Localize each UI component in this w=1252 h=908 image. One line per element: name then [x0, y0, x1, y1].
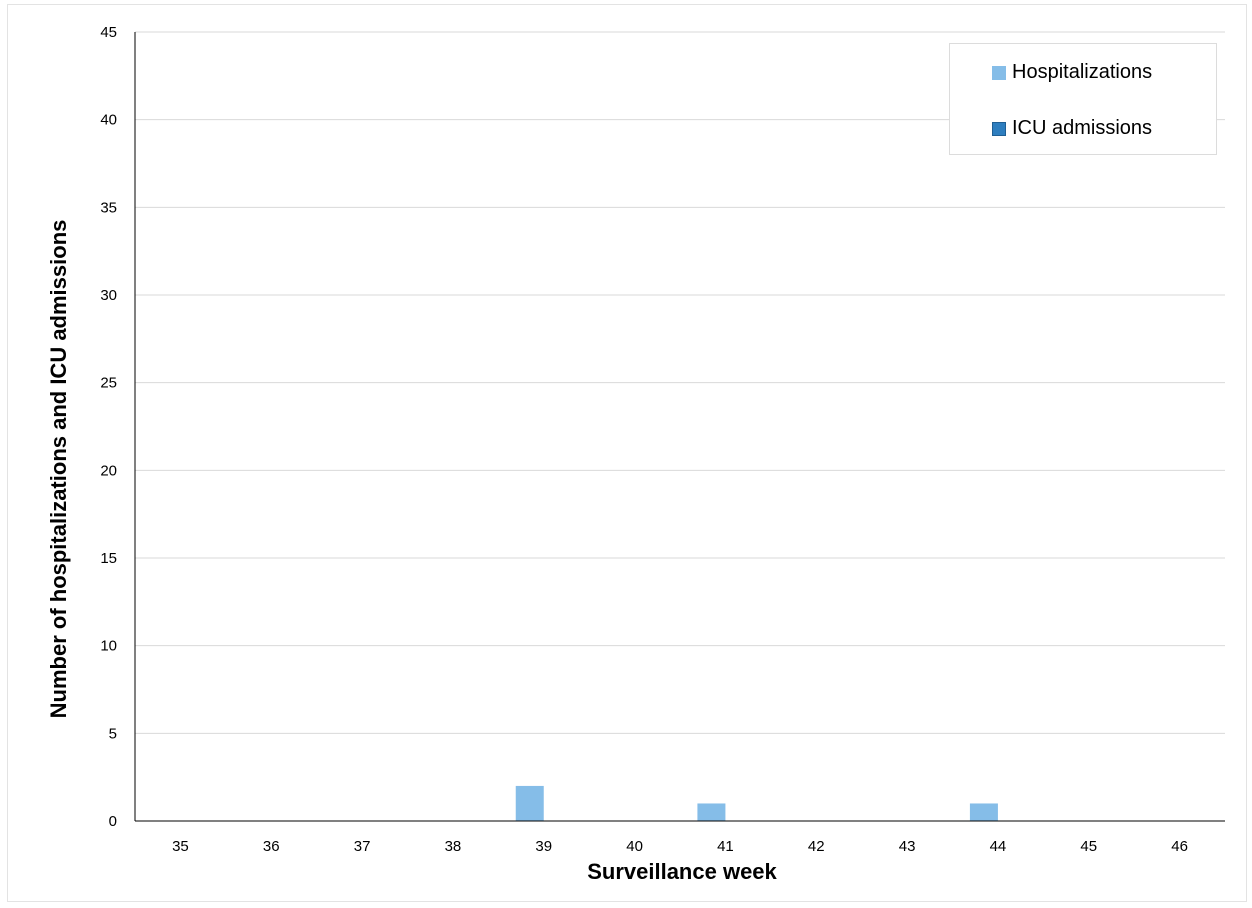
x-tick-label: 43 — [899, 838, 916, 855]
y-tick-labels: 0 5 10 15 20 25 30 35 40 45 — [100, 24, 117, 830]
x-tick-label: 40 — [626, 838, 643, 855]
chart-frame — [7, 4, 1247, 902]
bar-hospitalizations — [515, 785, 544, 821]
y-tick-label: 15 — [100, 550, 117, 567]
bar-hospitalizations — [969, 803, 998, 821]
legend-swatch-icu-admissions — [992, 121, 1006, 136]
y-tick-label: 45 — [100, 24, 117, 41]
legend: Hospitalizations ICU admissions — [949, 43, 1217, 155]
x-tick-label: 41 — [717, 838, 734, 855]
x-tick-label: 35 — [172, 838, 189, 855]
y-tick-label: 0 — [109, 813, 117, 830]
x-axis-title: Surveillance week — [587, 859, 777, 884]
y-tick-label: 35 — [100, 199, 117, 216]
legend-label-hospitalizations: Hospitalizations — [1012, 61, 1153, 83]
y-tick-label: 20 — [100, 462, 117, 479]
x-tick-label: 37 — [354, 838, 371, 855]
x-tick-label: 38 — [445, 838, 462, 855]
y-axis-title: Number of hospitalizations and ICU admis… — [46, 220, 71, 719]
y-tick-label: 5 — [109, 725, 117, 742]
x-tick-label: 39 — [535, 838, 552, 855]
y-tick-label: 40 — [100, 112, 117, 129]
gridlines — [135, 31, 1225, 734]
x-tick-label: 45 — [1080, 838, 1097, 855]
x-tick-label: 36 — [263, 838, 280, 855]
x-tick-label: 46 — [1171, 838, 1188, 855]
x-tick-label: 44 — [990, 838, 1007, 855]
y-tick-label: 30 — [100, 287, 117, 304]
x-tick-labels: 35 36 37 38 39 40 41 42 43 44 45 46 — [172, 838, 1188, 855]
legend-item-icu-admissions: ICU admissions — [992, 117, 1152, 140]
legend-item-hospitalizations: Hospitalizations — [992, 61, 1152, 84]
legend-swatch-hospitalizations — [992, 65, 1006, 80]
y-tick-label: 10 — [100, 638, 117, 655]
y-tick-label: 25 — [100, 375, 117, 392]
x-tick-label: 42 — [808, 838, 825, 855]
bar-hospitalizations — [697, 803, 726, 821]
bars — [515, 785, 998, 821]
legend-label-icu-admissions: ICU admissions — [1012, 117, 1153, 139]
